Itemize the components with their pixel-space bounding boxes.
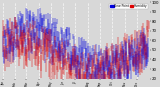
- Legend: Dew Point, Humidity: Dew Point, Humidity: [109, 4, 148, 9]
